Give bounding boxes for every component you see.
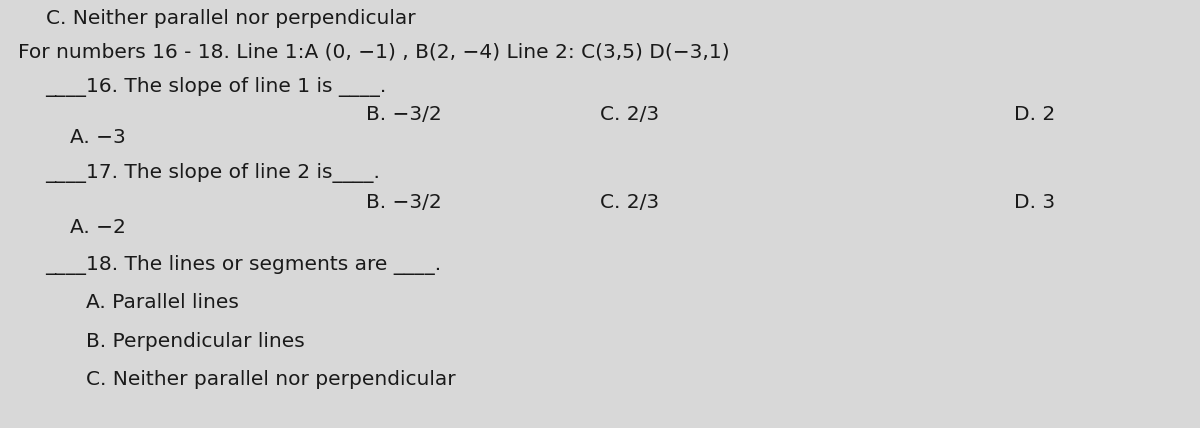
Text: C. Neither parallel nor perpendicular: C. Neither parallel nor perpendicular (46, 9, 415, 28)
Text: D. 3: D. 3 (1014, 193, 1055, 212)
Text: B. −3/2: B. −3/2 (366, 193, 442, 212)
Text: C. Neither parallel nor perpendicular: C. Neither parallel nor perpendicular (86, 370, 456, 389)
Text: B. −3/2: B. −3/2 (366, 105, 442, 124)
Text: C. 2/3: C. 2/3 (600, 193, 659, 212)
Text: ____18. The lines or segments are ____.: ____18. The lines or segments are ____. (46, 255, 442, 275)
Text: A. −3: A. −3 (70, 128, 125, 147)
Text: For numbers 16 - 18. Line 1:A (0, −1) , B(2, −4) Line 2: C(3,5) D(−3,1): For numbers 16 - 18. Line 1:A (0, −1) , … (18, 43, 730, 62)
Text: D. 2: D. 2 (1014, 105, 1055, 124)
Text: A. −2: A. −2 (70, 218, 126, 237)
Text: B. Perpendicular lines: B. Perpendicular lines (86, 332, 305, 351)
Text: A. Parallel lines: A. Parallel lines (86, 293, 239, 312)
Text: ____16. The slope of line 1 is ____.: ____16. The slope of line 1 is ____. (46, 77, 386, 97)
Text: ____17. The slope of line 2 is____.: ____17. The slope of line 2 is____. (46, 163, 380, 183)
Text: C. 2/3: C. 2/3 (600, 105, 659, 124)
